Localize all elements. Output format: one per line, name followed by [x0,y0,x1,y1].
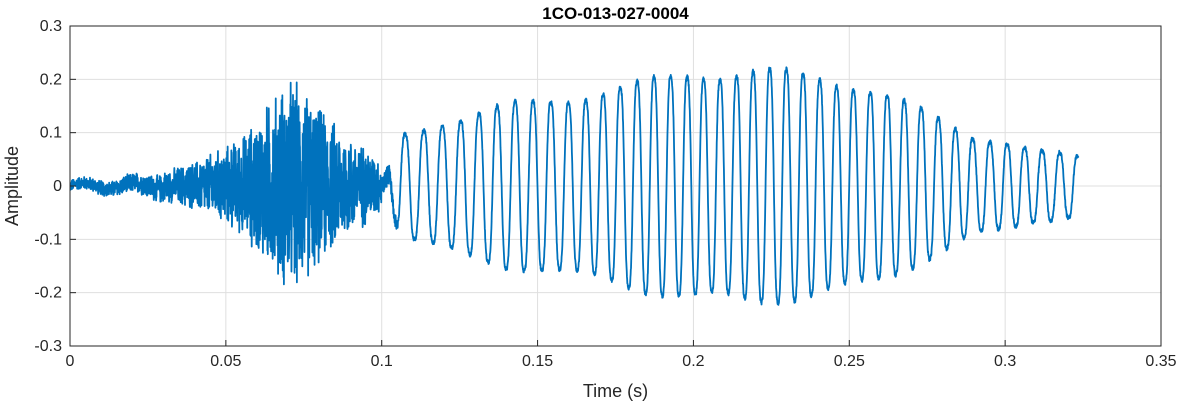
x-tick-label: 0.1 [371,353,393,370]
x-tick-label: 0.2 [682,353,704,370]
x-tick-label: 0.05 [210,353,241,370]
x-axis-label: Time (s) [583,381,648,401]
series-line-amplitude [70,66,1080,306]
x-tick-label: 0.35 [1145,353,1176,370]
y-tick-label: 0.3 [40,18,62,35]
x-tick-label: 0.25 [834,353,865,370]
x-axis-ticks: 0 0.05 0.1 0.15 0.2 0.25 0.3 0.35 [66,340,1177,370]
y-tick-label: -0.2 [34,285,62,302]
y-tick-label: -0.1 [34,231,62,248]
y-tick-label: 0.2 [40,71,62,88]
x-tick-label: 0 [66,353,75,370]
series-group [70,66,1080,306]
chart-title: 1CO-013-027-0004 [542,4,689,23]
y-axis-label: Amplitude [2,146,22,226]
y-axis-ticks: -0.3 -0.2 -0.1 0 0.1 0.2 0.3 [34,18,76,355]
y-tick-label: -0.3 [34,338,62,355]
y-tick-label: 0.1 [40,125,62,142]
x-tick-label: 0.15 [522,353,553,370]
y-tick-label: 0 [53,178,62,195]
x-tick-label: 0.3 [994,353,1016,370]
